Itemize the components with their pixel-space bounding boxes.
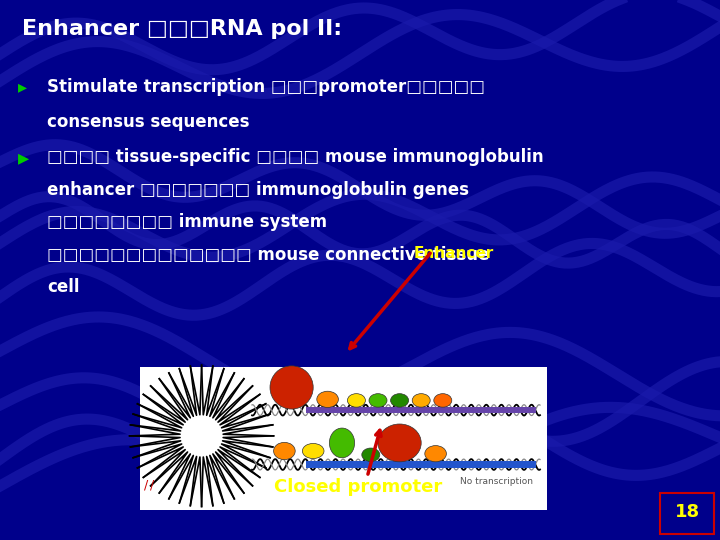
- Bar: [306, 461, 536, 468]
- Text: consensus sequences: consensus sequences: [47, 113, 249, 131]
- Text: enhancer □□□□□□□ immunoglobulin genes: enhancer □□□□□□□ immunoglobulin genes: [47, 181, 469, 199]
- Text: □□□□□□□□ immune system: □□□□□□□□ immune system: [47, 213, 327, 231]
- Text: cell: cell: [47, 278, 79, 296]
- Text: 18: 18: [675, 503, 700, 521]
- Text: □□□□ tissue-specific □□□□ mouse immunoglobulin: □□□□ tissue-specific □□□□ mouse immunogl…: [47, 148, 544, 166]
- Text: /: /: [144, 478, 148, 491]
- Bar: [306, 407, 536, 414]
- Text: ▸: ▸: [18, 78, 27, 96]
- Bar: [140, 367, 547, 510]
- Text: No transcription: No transcription: [460, 477, 533, 486]
- Ellipse shape: [302, 443, 324, 458]
- Ellipse shape: [390, 394, 409, 407]
- Ellipse shape: [274, 442, 295, 460]
- Text: □□□□□□□□□□□□□ mouse connective tissue: □□□□□□□□□□□□□ mouse connective tissue: [47, 246, 489, 264]
- Ellipse shape: [378, 424, 421, 462]
- Ellipse shape: [347, 394, 365, 407]
- Text: ▸: ▸: [18, 148, 29, 168]
- Text: Stimulate transcription □□□promoter□□□□□: Stimulate transcription □□□promoter□□□□□: [47, 78, 485, 96]
- Ellipse shape: [425, 446, 446, 462]
- Ellipse shape: [270, 366, 313, 409]
- Bar: [660, 493, 714, 534]
- Text: /: /: [150, 478, 154, 491]
- Text: Closed promoter: Closed promoter: [274, 478, 442, 496]
- Ellipse shape: [317, 391, 338, 407]
- Ellipse shape: [433, 394, 452, 407]
- Ellipse shape: [329, 428, 355, 458]
- Ellipse shape: [362, 448, 380, 462]
- Text: Enhancer: Enhancer: [414, 246, 494, 261]
- Text: Enhancer □□□RNA pol II:: Enhancer □□□RNA pol II:: [22, 19, 342, 39]
- Ellipse shape: [369, 394, 387, 407]
- Ellipse shape: [412, 394, 431, 407]
